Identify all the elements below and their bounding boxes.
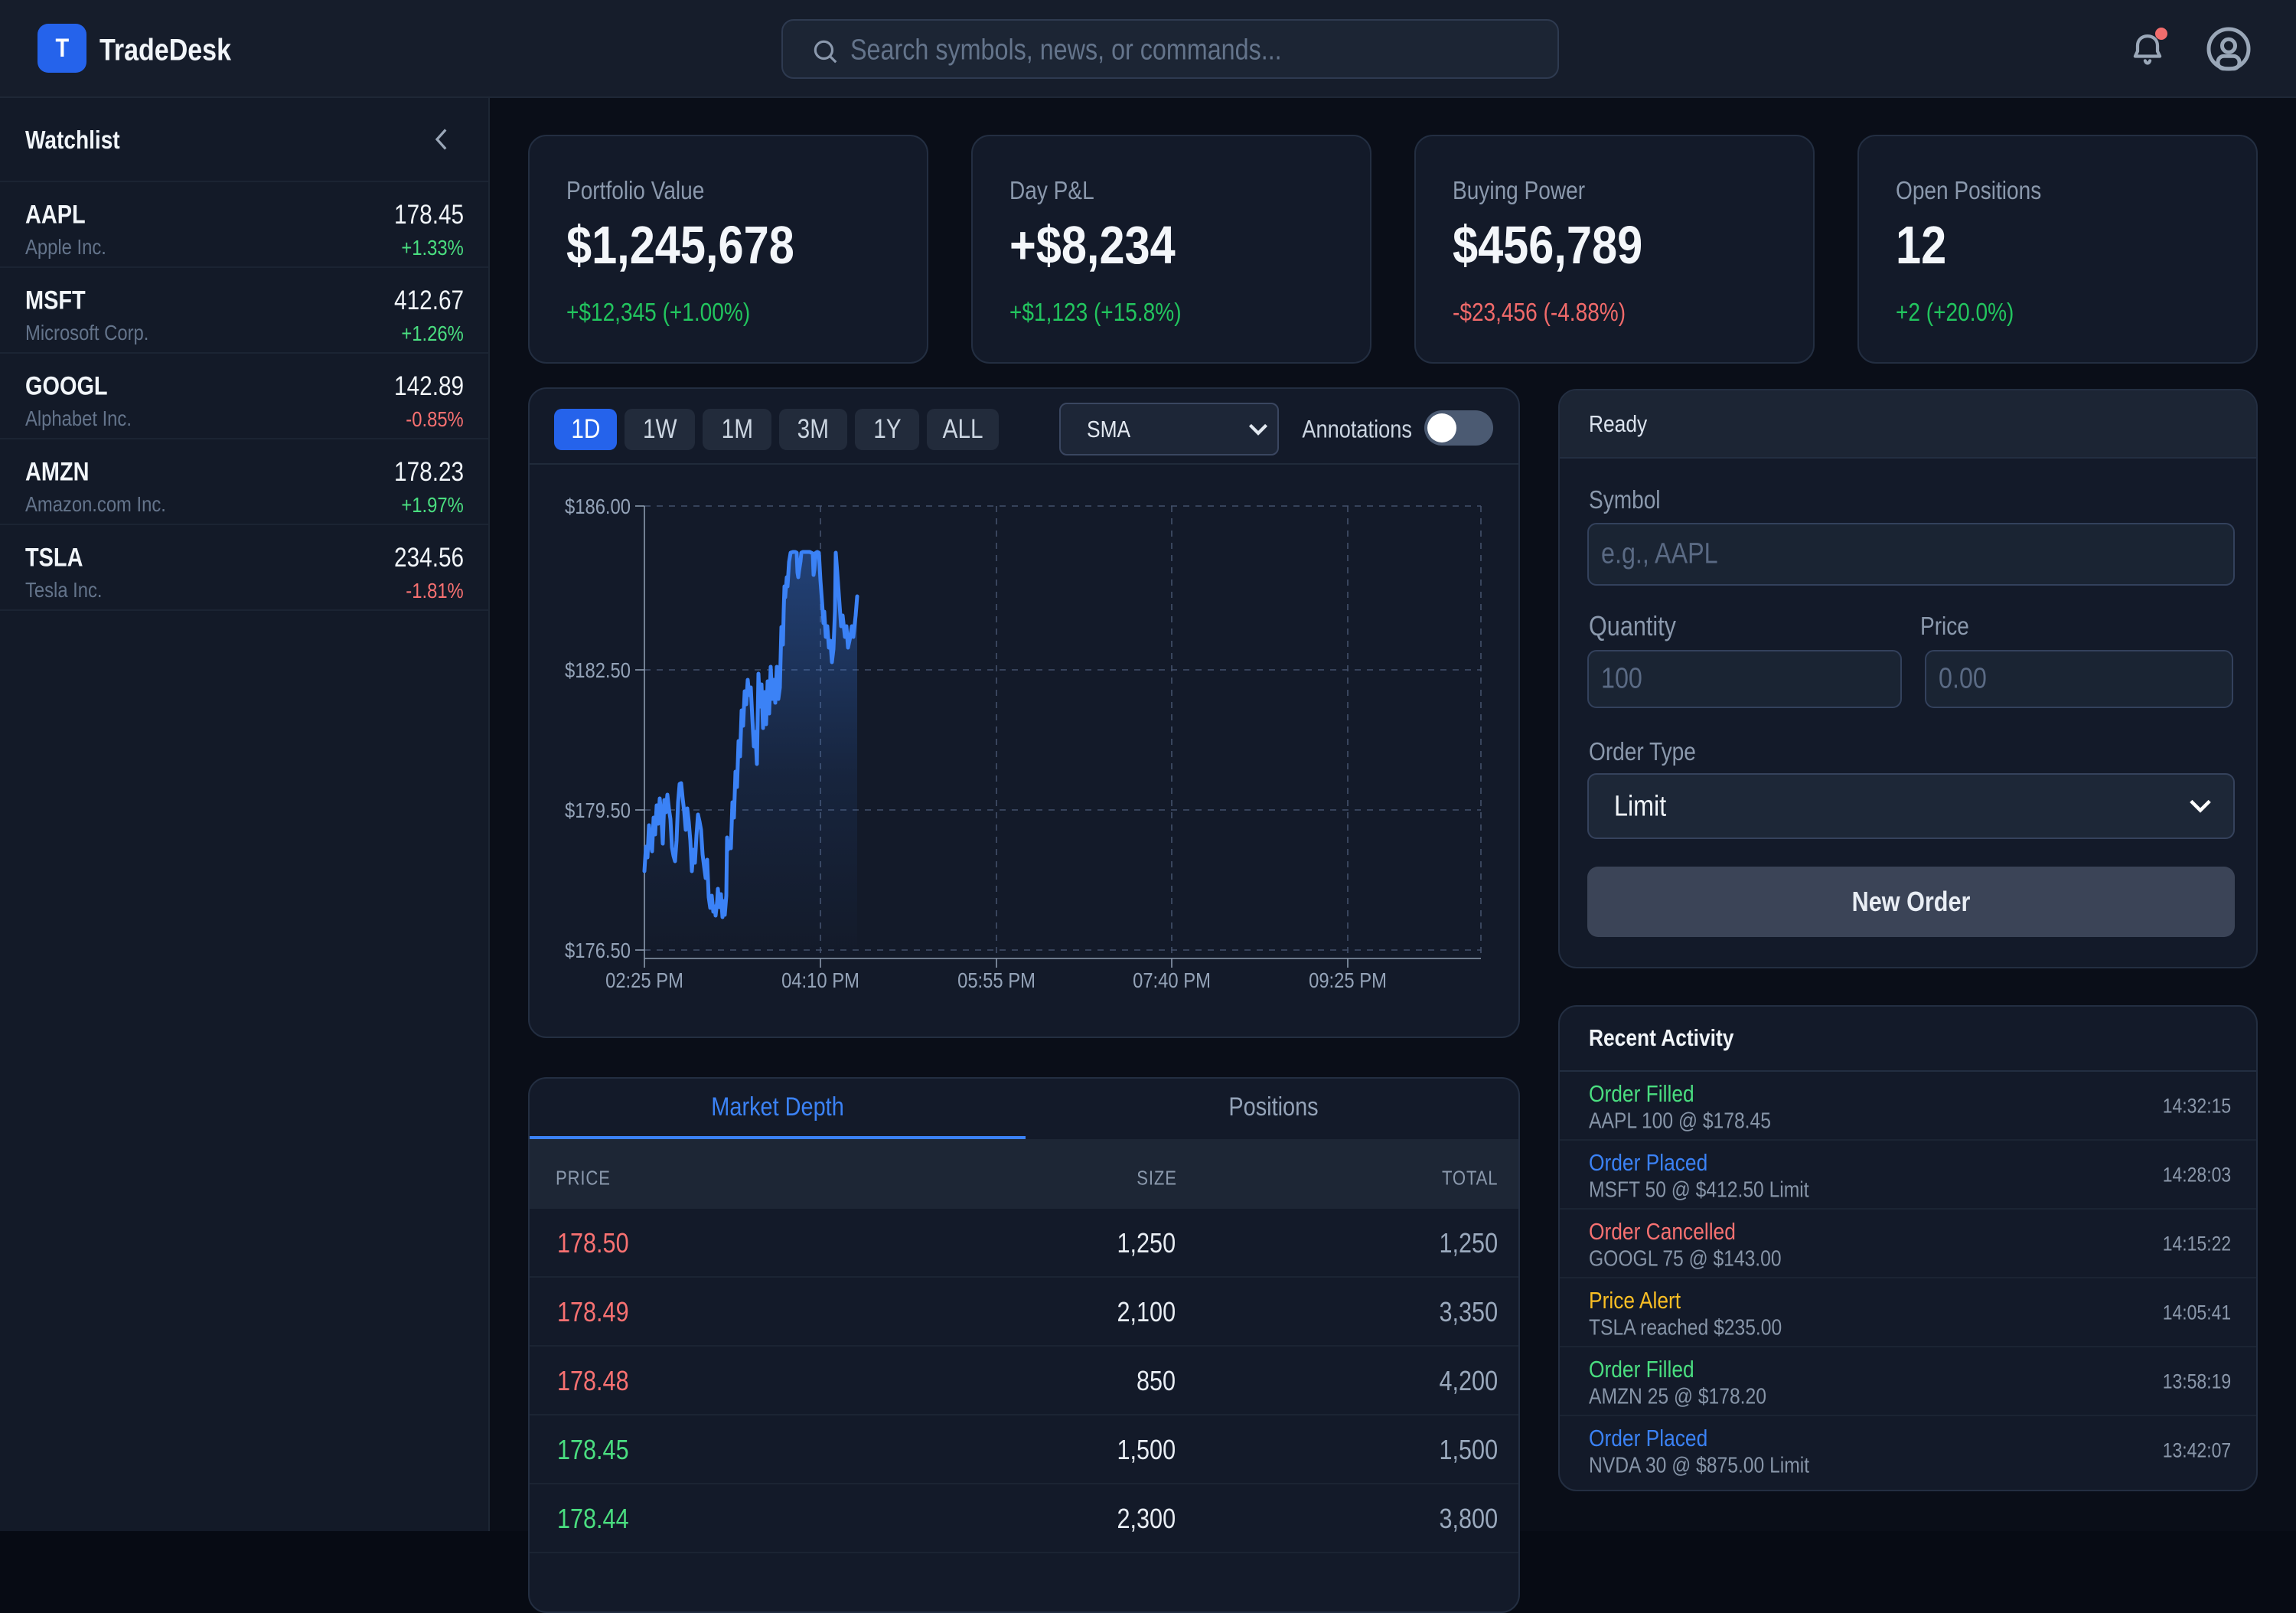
svg-text:$182.50: $182.50 xyxy=(565,658,631,682)
svg-text:09:25 PM: 09:25 PM xyxy=(1309,968,1387,992)
svg-text:$179.50: $179.50 xyxy=(565,798,631,822)
svg-text:04:10 PM: 04:10 PM xyxy=(781,968,859,992)
svg-text:02:25 PM: 02:25 PM xyxy=(605,968,683,992)
svg-text:07:40 PM: 07:40 PM xyxy=(1133,968,1211,992)
svg-text:05:55 PM: 05:55 PM xyxy=(957,968,1035,992)
svg-text:$186.00: $186.00 xyxy=(565,494,631,518)
svg-text:$176.50: $176.50 xyxy=(565,938,631,962)
